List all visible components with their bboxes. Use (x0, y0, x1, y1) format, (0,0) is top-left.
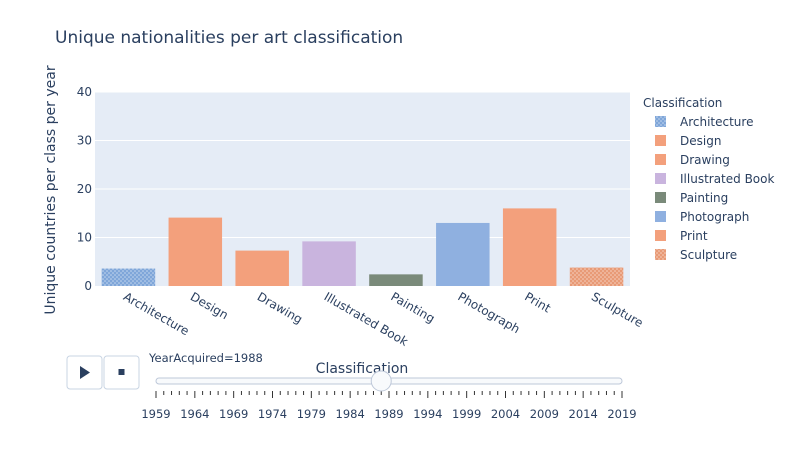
legend-label: Design (680, 134, 721, 148)
slider-tick-label: 1989 (374, 407, 403, 421)
legend-item[interactable]: Photograph (655, 210, 749, 224)
bar-pattern (569, 267, 624, 286)
chart-title: Unique nationalities per art classificat… (55, 28, 403, 48)
legend-swatch (655, 135, 666, 146)
slider-tick-label: 1974 (258, 407, 287, 421)
slider-tick-label: 2019 (607, 407, 636, 421)
legend-swatch-pattern (655, 249, 666, 260)
legend-item[interactable]: Illustrated Book (655, 172, 774, 186)
x-tick-label: Print (522, 289, 553, 315)
bar[interactable] (302, 241, 356, 286)
x-tick-label: Painting (388, 289, 437, 325)
y-tick-label: 30 (77, 134, 92, 148)
play-icon (80, 366, 90, 379)
legend-label: Illustrated Book (680, 172, 774, 186)
play-button[interactable] (66, 355, 103, 390)
slider-tick-label: 2014 (569, 407, 598, 421)
slider-tick-label: 1994 (413, 407, 442, 421)
legend-swatch (655, 154, 666, 165)
x-tick-label: Design (188, 289, 231, 322)
x-tick-label: Architecture (121, 289, 192, 338)
legend-item[interactable]: Drawing (655, 153, 730, 167)
legend-label: Sculpture (680, 248, 737, 262)
legend-label: Painting (680, 191, 728, 205)
bar[interactable] (235, 250, 289, 286)
legend-swatch (655, 211, 666, 222)
legend-swatch (655, 173, 666, 184)
y-tick-label: 10 (77, 231, 92, 245)
slider-current-value: YearAcquired=1988 (148, 351, 263, 365)
slider-tick-label: 1984 (336, 407, 365, 421)
legend-swatch (655, 230, 666, 241)
bar[interactable] (502, 208, 557, 286)
bar[interactable] (436, 222, 490, 286)
stop-button[interactable] (103, 355, 140, 390)
y-axis-title: Unique countries per class per year (43, 65, 59, 314)
slider-tick-label: 1969 (219, 407, 248, 421)
legend-label: Architecture (680, 115, 753, 129)
x-tick-label: Drawing (255, 289, 305, 326)
legend-item[interactable]: Painting (655, 191, 728, 205)
slider-tick-label: 1979 (297, 407, 326, 421)
slider-tick-label: 2009 (530, 407, 559, 421)
legend-item[interactable]: Sculpture (655, 248, 737, 262)
stop-icon (118, 369, 125, 375)
legend-swatch (655, 192, 666, 203)
legend-item[interactable]: Print (655, 229, 708, 243)
legend-item[interactable]: Architecture (655, 115, 753, 129)
bar[interactable] (369, 274, 423, 286)
y-tick-label: 0 (84, 279, 92, 293)
x-tick-label: Photograph (455, 289, 522, 336)
slider-tick-label: 1999 (452, 407, 481, 421)
legend-label: Drawing (680, 153, 730, 167)
legend-swatch-pattern (655, 116, 666, 127)
slider-header: Classification (316, 361, 409, 377)
slider-handle[interactable] (370, 370, 392, 392)
bar[interactable] (168, 217, 223, 286)
x-tick-label: Sculpture (589, 289, 645, 330)
legend-title: Classification (643, 96, 722, 110)
slider-tick-label: 1964 (180, 407, 209, 421)
slider-tick-label: 2004 (491, 407, 520, 421)
y-tick-label: 40 (77, 85, 92, 99)
slider-tick-label: 1959 (141, 407, 170, 421)
bar-pattern (101, 268, 156, 286)
legend-label: Print (680, 229, 708, 243)
legend-label: Photograph (680, 210, 749, 224)
y-tick-label: 20 (77, 182, 92, 196)
legend-item[interactable]: Design (655, 134, 721, 148)
